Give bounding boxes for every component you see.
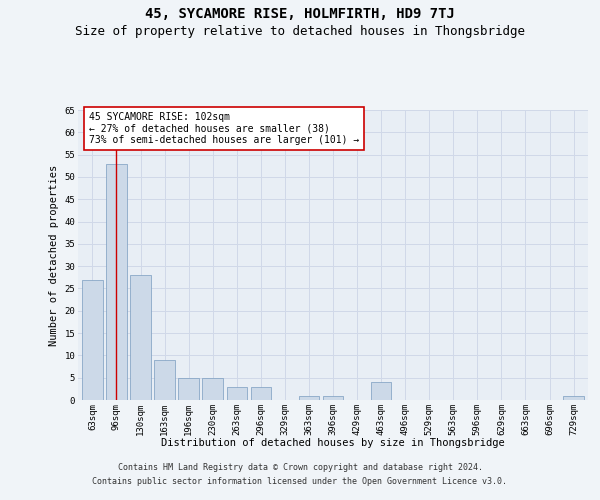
Text: Distribution of detached houses by size in Thongsbridge: Distribution of detached houses by size … <box>161 438 505 448</box>
Bar <box>323 396 343 400</box>
Bar <box>82 280 103 400</box>
Text: 45 SYCAMORE RISE: 102sqm
← 27% of detached houses are smaller (38)
73% of semi-d: 45 SYCAMORE RISE: 102sqm ← 27% of detach… <box>89 112 359 146</box>
Text: Contains public sector information licensed under the Open Government Licence v3: Contains public sector information licen… <box>92 477 508 486</box>
Text: Contains HM Land Registry data © Crown copyright and database right 2024.: Contains HM Land Registry data © Crown c… <box>118 464 482 472</box>
Bar <box>299 396 319 400</box>
Y-axis label: Number of detached properties: Number of detached properties <box>49 164 59 346</box>
Text: 45, SYCAMORE RISE, HOLMFIRTH, HD9 7TJ: 45, SYCAMORE RISE, HOLMFIRTH, HD9 7TJ <box>145 8 455 22</box>
Bar <box>371 382 391 400</box>
Bar <box>563 396 584 400</box>
Bar <box>130 275 151 400</box>
Bar <box>227 386 247 400</box>
Bar <box>106 164 127 400</box>
Bar <box>202 378 223 400</box>
Bar <box>251 386 271 400</box>
Text: Size of property relative to detached houses in Thongsbridge: Size of property relative to detached ho… <box>75 25 525 38</box>
Bar <box>154 360 175 400</box>
Bar <box>178 378 199 400</box>
